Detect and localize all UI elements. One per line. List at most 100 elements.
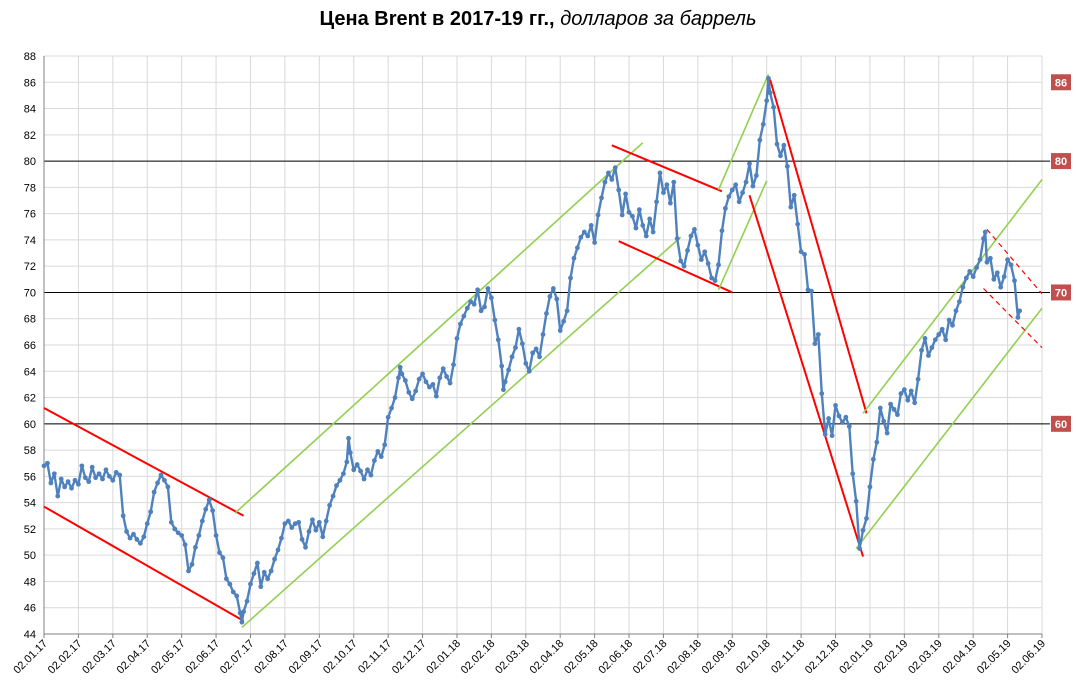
price-point: [51, 471, 57, 477]
price-point: [475, 287, 481, 293]
price-point: [254, 560, 260, 566]
price-point: [561, 318, 567, 324]
price-point: [1017, 308, 1023, 314]
price-point: [471, 301, 477, 307]
x-tick-label: 02.05.17: [149, 638, 188, 677]
price-point: [568, 275, 573, 281]
price-point: [279, 535, 284, 541]
price-point: [368, 472, 374, 478]
price-point: [196, 533, 202, 538]
price-point: [571, 255, 577, 261]
price-point: [974, 265, 980, 270]
resistance-trend-line: [234, 142, 644, 514]
resistance-trend-line: [717, 180, 768, 291]
chart-title-main: Цена Brent в 2017-19 гг.,: [319, 8, 555, 30]
price-point: [506, 367, 511, 373]
support-trend-line: [618, 240, 733, 294]
price-point: [733, 182, 739, 188]
price-point: [268, 568, 274, 574]
price-point: [991, 276, 997, 282]
y-tick-label: 74: [24, 235, 36, 247]
price-point: [826, 416, 832, 421]
price-point: [901, 387, 907, 393]
price-point: [905, 397, 911, 403]
price-point: [619, 212, 625, 218]
price-point: [695, 242, 701, 248]
price-point: [523, 360, 529, 366]
price-point: [685, 248, 690, 253]
price-point: [612, 165, 618, 171]
price-point: [427, 384, 432, 390]
price-point: [791, 192, 797, 198]
price-point: [692, 227, 697, 232]
level-badge-80: [1051, 153, 1071, 170]
price-point: [485, 286, 491, 291]
price-point: [495, 337, 501, 343]
price-point: [499, 363, 505, 369]
price-point: [860, 527, 866, 533]
y-tick-label: 66: [24, 340, 36, 352]
price-point: [815, 332, 821, 337]
price-point: [69, 485, 74, 491]
price-point: [155, 480, 160, 486]
x-tick-label: 02.02.17: [46, 638, 85, 677]
price-point: [564, 308, 570, 314]
price-point: [220, 555, 226, 561]
price-point: [602, 179, 608, 185]
price-point: [939, 326, 945, 332]
resistance-trend-line: [241, 236, 682, 629]
price-point: [526, 368, 532, 374]
support-trend-line: [748, 194, 865, 557]
price-point: [55, 493, 61, 499]
price-point: [392, 395, 398, 400]
price-point: [712, 278, 718, 284]
price-point: [440, 366, 446, 372]
price-point: [258, 584, 264, 590]
price-point: [296, 519, 302, 525]
price-point: [447, 380, 453, 386]
price-point: [616, 187, 622, 193]
price-point: [341, 471, 346, 477]
x-tick-label: 02.01.19: [837, 638, 876, 677]
price-point: [275, 547, 281, 553]
price-point: [230, 589, 236, 595]
x-tick-label: 02.07.18: [631, 638, 670, 677]
price-point: [919, 347, 924, 353]
price-point: [464, 305, 470, 311]
y-tick-label: 64: [24, 366, 36, 378]
price-point: [444, 374, 450, 379]
price-point: [327, 502, 333, 508]
price-point: [1012, 278, 1017, 284]
price-point: [430, 382, 436, 387]
price-point: [595, 212, 601, 218]
y-tick-label: 84: [24, 104, 36, 116]
price-point: [299, 537, 305, 542]
price-line: [43, 77, 1021, 624]
price-point: [729, 187, 735, 193]
x-tick-label: 02.01.17: [11, 638, 50, 677]
price-point: [819, 391, 825, 397]
price-point: [833, 403, 838, 408]
price-point: [96, 471, 102, 477]
price-series: [41, 75, 1023, 625]
price-point: [953, 308, 959, 314]
price-point: [661, 190, 666, 196]
price-point: [533, 346, 539, 352]
price-point: [850, 471, 856, 477]
y-tick-label: 80: [24, 156, 36, 168]
price-point: [623, 191, 628, 197]
price-point: [1001, 274, 1007, 280]
price-point: [179, 533, 185, 538]
level-badge-label: 86: [1055, 77, 1067, 89]
price-point: [478, 308, 484, 314]
x-tick-label: 02.07.17: [218, 638, 257, 677]
price-point: [488, 295, 494, 301]
y-tick-label: 60: [24, 419, 36, 431]
price-point: [557, 328, 563, 333]
x-tick-label: 02.05.19: [975, 638, 1014, 677]
price-point: [323, 518, 329, 524]
price-point: [162, 477, 167, 483]
price-point: [382, 442, 388, 448]
price-point: [843, 414, 849, 420]
price-point: [554, 296, 560, 302]
